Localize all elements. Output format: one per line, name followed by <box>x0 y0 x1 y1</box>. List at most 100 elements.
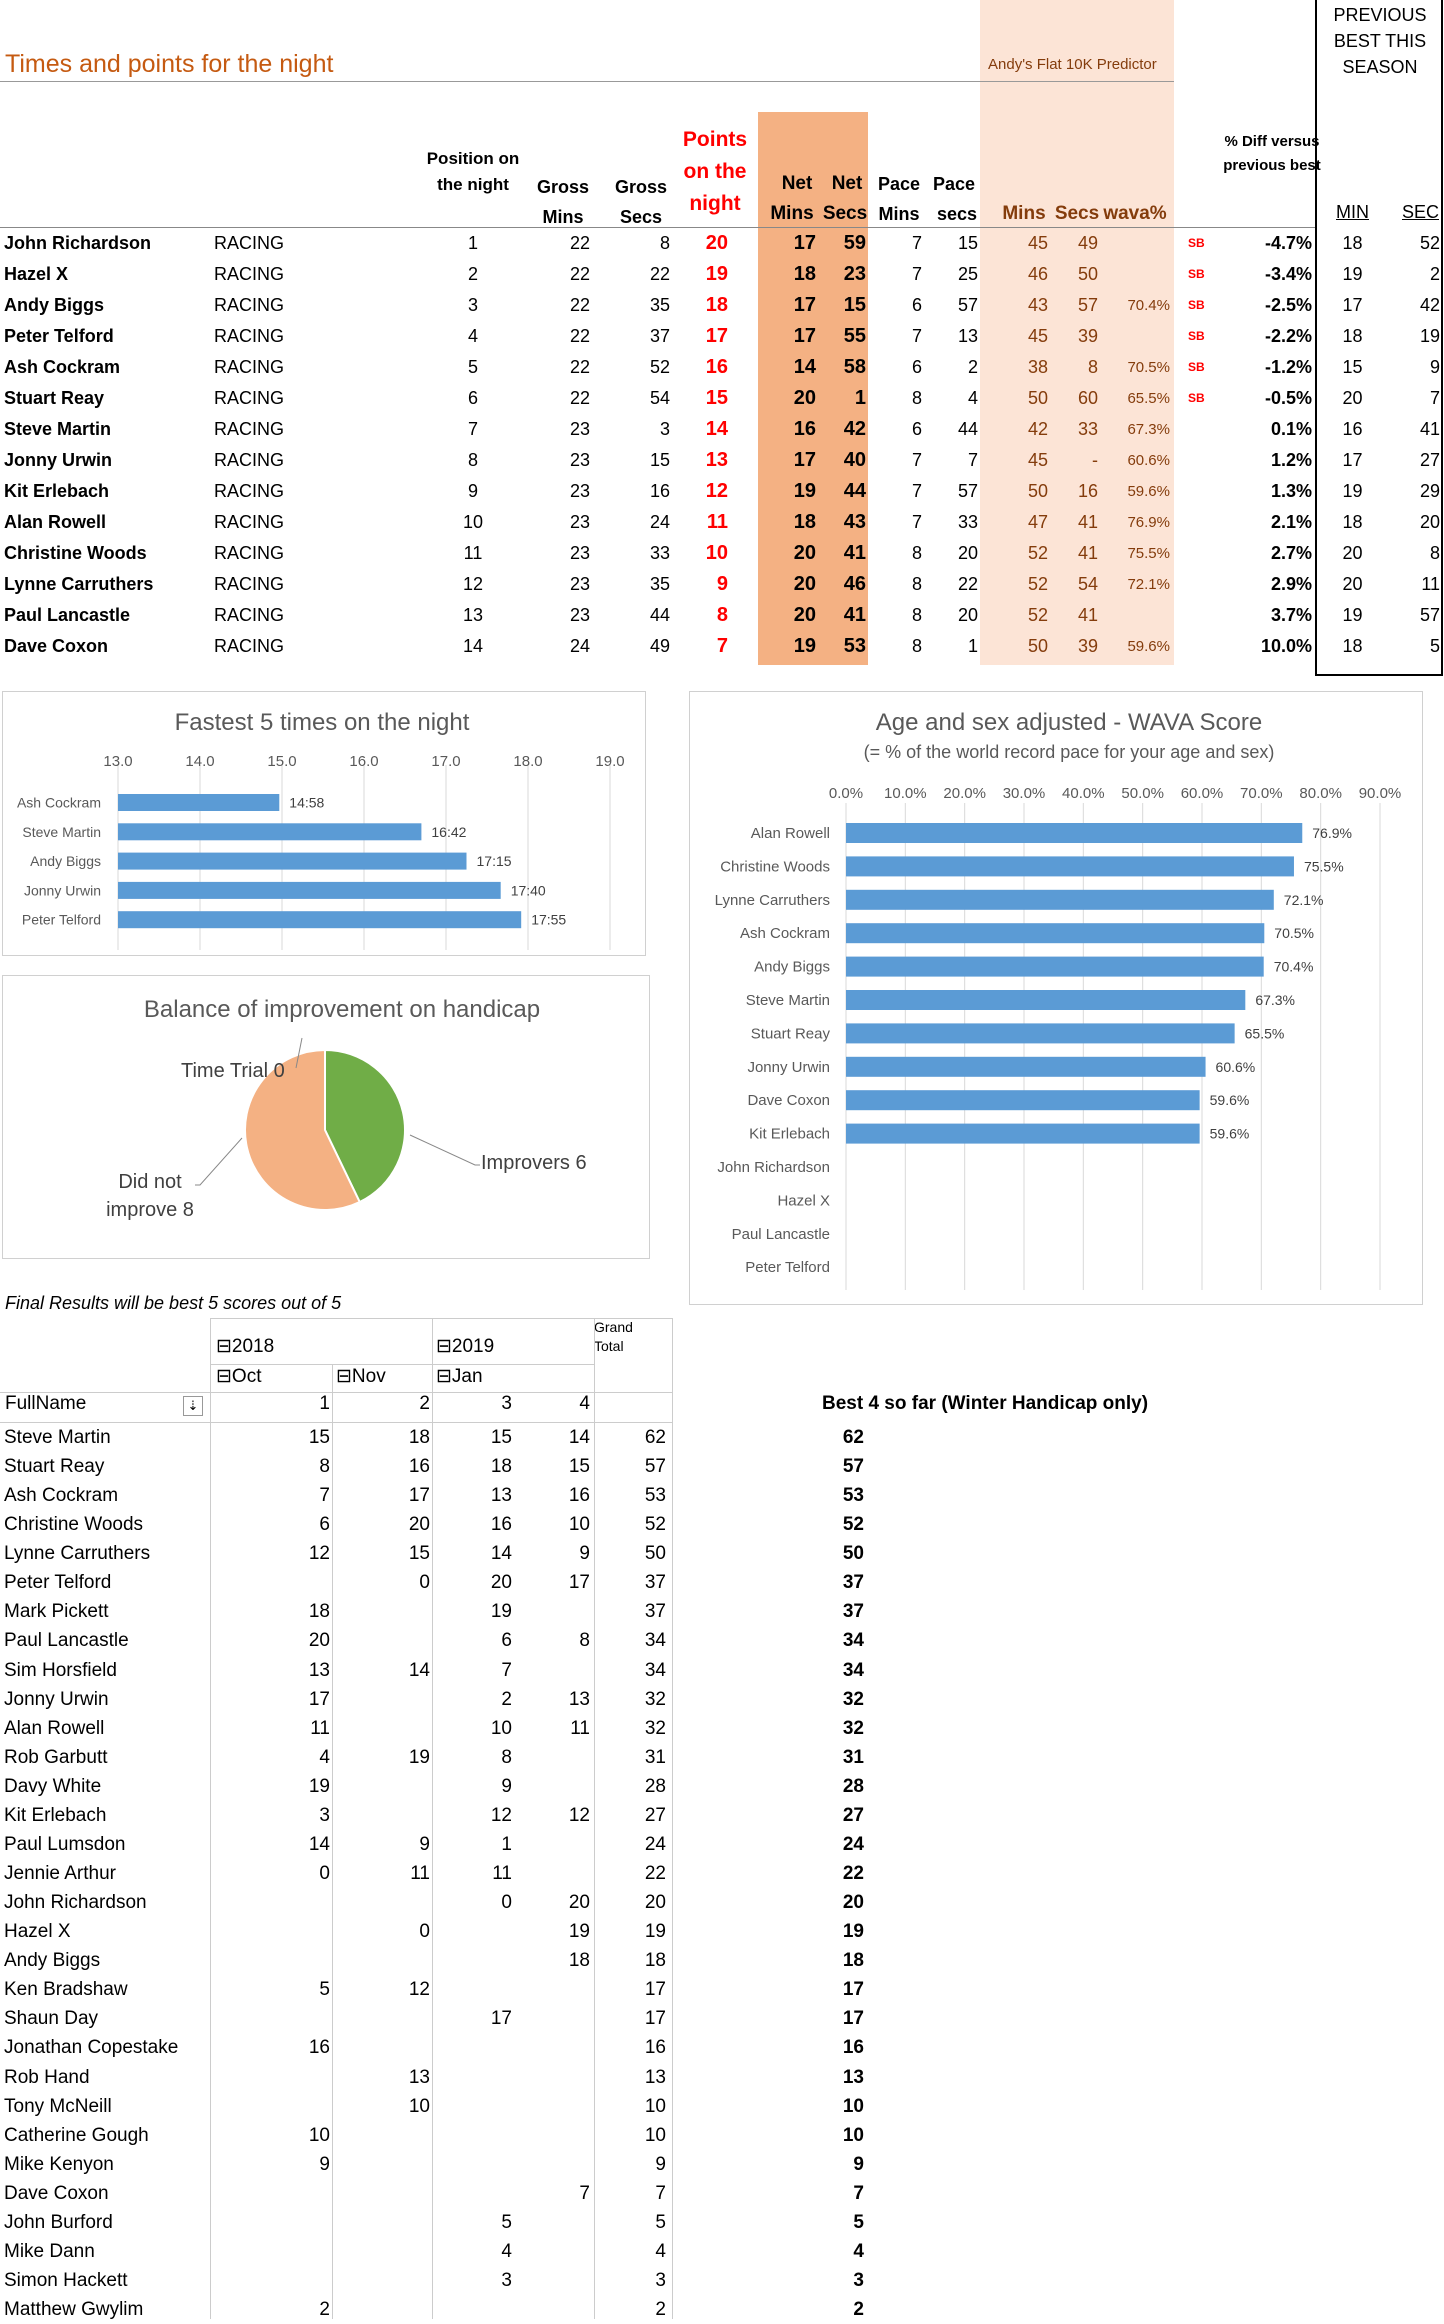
runner-gm: 22 <box>569 295 590 315</box>
runner-sb: SB <box>1188 360 1205 374</box>
runner-pos: 13 <box>462 605 484 625</box>
pivot-total: 19 <box>644 1921 666 1943</box>
wava-data-label: 59.6% <box>1210 1092 1250 1108</box>
runner-gm: 22 <box>569 233 590 253</box>
pivot-month-oct[interactable]: ⊟Oct <box>216 1366 262 1387</box>
pivot-c4: 14 <box>568 1427 590 1448</box>
pivot-best: 28 <box>842 1775 864 1797</box>
runner-sb: SB <box>1188 236 1205 250</box>
runner-fm: 52 <box>1027 543 1048 563</box>
runner-ps: 7 <box>967 450 978 470</box>
runner-fm: 45 <box>1027 450 1048 470</box>
pivot-c1: 0 <box>319 1863 330 1885</box>
runner-gs: 3 <box>659 419 670 439</box>
pivot-name: Davy White <box>4 1775 102 1797</box>
pivot-total: 16 <box>644 2037 666 2059</box>
pie-leader-did-not <box>195 1137 243 1186</box>
pivot-c4: 9 <box>579 1543 590 1565</box>
runner-bs: 2 <box>1429 264 1440 284</box>
wava-category-label: Ash Cockram <box>740 925 830 942</box>
fastest-tick-label: 17.0 <box>431 753 460 770</box>
wava-category-label: Christine Woods <box>720 858 830 875</box>
runner-name: Hazel X <box>4 264 69 284</box>
runner-ns: 43 <box>843 511 866 533</box>
pivot-c4: 8 <box>579 1630 590 1652</box>
runner-bm: 20 <box>1342 574 1363 594</box>
pivot-total: 34 <box>644 1630 666 1652</box>
pivot-total: 37 <box>644 1572 666 1594</box>
runner-gs: 49 <box>649 636 670 656</box>
runner-bs: 41 <box>1419 419 1440 439</box>
pivot-name: John Richardson <box>4 1892 147 1914</box>
pivot-best: 17 <box>842 2008 864 2030</box>
runner-wava: 60.6% <box>1127 452 1170 469</box>
runner-diff: -3.4% <box>1264 264 1312 284</box>
predictor-label: Andy's Flat 10K Predictor <box>988 56 1157 73</box>
pie-chart-title: Balance of improvement on handicap <box>143 996 541 1023</box>
runner-pts: 19 <box>705 263 728 285</box>
pivot-best: 17 <box>842 1979 864 2001</box>
pivot-name: Christine Woods <box>4 1514 144 1536</box>
pivot-c2: 17 <box>408 1485 430 1507</box>
pivot-total: 5 <box>655 2211 666 2233</box>
pivot-month-nov[interactable]: ⊟Nov <box>336 1366 386 1387</box>
header-gross-secs: Gross Secs <box>614 177 668 227</box>
runner-diff: 10.0% <box>1260 636 1312 656</box>
pivot-filter-button[interactable]: ⇣ <box>183 1396 203 1416</box>
runner-pm: 6 <box>911 357 922 377</box>
header-position: Position on the night <box>426 149 520 194</box>
pivot-c4: 17 <box>568 1572 590 1594</box>
pivot-total: 32 <box>644 1688 666 1710</box>
best-four-label: Best 4 so far (Winter Handicap only) <box>822 1393 1149 1414</box>
pivot-total: 13 <box>644 2066 666 2088</box>
runner-diff: 1.2% <box>1270 450 1312 470</box>
pivot-best: 53 <box>842 1485 864 1507</box>
pivot-best: 50 <box>842 1543 864 1565</box>
pivot-grand-total: Grand Total <box>594 1319 633 1354</box>
runner-nm: 17 <box>793 294 816 316</box>
runner-status: RACING <box>214 388 285 408</box>
runner-pts: 15 <box>705 387 728 409</box>
header-wava: wava% <box>1103 203 1167 224</box>
runner-nm: 17 <box>793 449 816 471</box>
previous-best-box <box>1315 0 1443 676</box>
runner-wava: 59.6% <box>1127 483 1170 500</box>
wava-chart: 0.0% 10.0% 20.0% 30.0% 40.0% 50.0% 60.0% 70.0% 8… <box>715 785 1401 1290</box>
pivot-name: Shaun Day <box>4 2008 99 2030</box>
runner-nm: 17 <box>793 325 816 347</box>
header-pred-secs: Secs <box>1054 203 1100 224</box>
pivot-total: 24 <box>644 1833 666 1855</box>
runner-ns: 40 <box>843 449 866 471</box>
pie-leader-time-trial <box>295 1037 303 1069</box>
pivot-total: 20 <box>644 1892 666 1914</box>
runner-wava: 59.6% <box>1127 638 1170 655</box>
header-sec: SEC <box>1401 202 1439 222</box>
pivot-name: Peter Telford <box>4 1572 112 1594</box>
runner-pm: 7 <box>911 481 922 501</box>
header-pace-1: Pace <box>877 174 921 194</box>
runner-pos: 3 <box>467 295 478 315</box>
fastest-bar <box>118 794 280 811</box>
runner-bs: 27 <box>1419 450 1440 470</box>
pivot-year-2019[interactable]: ⊟2019 <box>436 1336 495 1357</box>
runner-pos: 10 <box>462 512 484 532</box>
runner-fm: 50 <box>1027 481 1048 501</box>
runner-pts: 8 <box>716 604 728 626</box>
pie-label-time-trial: Time Trial 0 <box>181 1060 285 1082</box>
pivot-year-2018[interactable]: ⊟2018 <box>216 1336 275 1357</box>
pivot-month-jan[interactable]: ⊟Jan <box>436 1366 483 1387</box>
runner-ps: 57 <box>957 481 978 501</box>
fastest-data-label: 17:55 <box>531 912 566 928</box>
runner-gs: 52 <box>649 357 670 377</box>
fastest-bar <box>118 852 467 870</box>
runner-fs: 41 <box>1077 605 1098 625</box>
pivot-name: Paul Lancastle <box>4 1630 129 1652</box>
pivot-total: 3 <box>655 2270 666 2292</box>
runner-ps: 57 <box>957 295 978 315</box>
runner-pos: 7 <box>467 419 478 439</box>
pivot-c3: 4 <box>501 2240 512 2262</box>
pivot-total: 17 <box>644 2008 666 2030</box>
pivot-c2: 15 <box>408 1543 430 1565</box>
runner-pos: 6 <box>467 388 478 408</box>
wava-bar <box>846 1123 1200 1144</box>
